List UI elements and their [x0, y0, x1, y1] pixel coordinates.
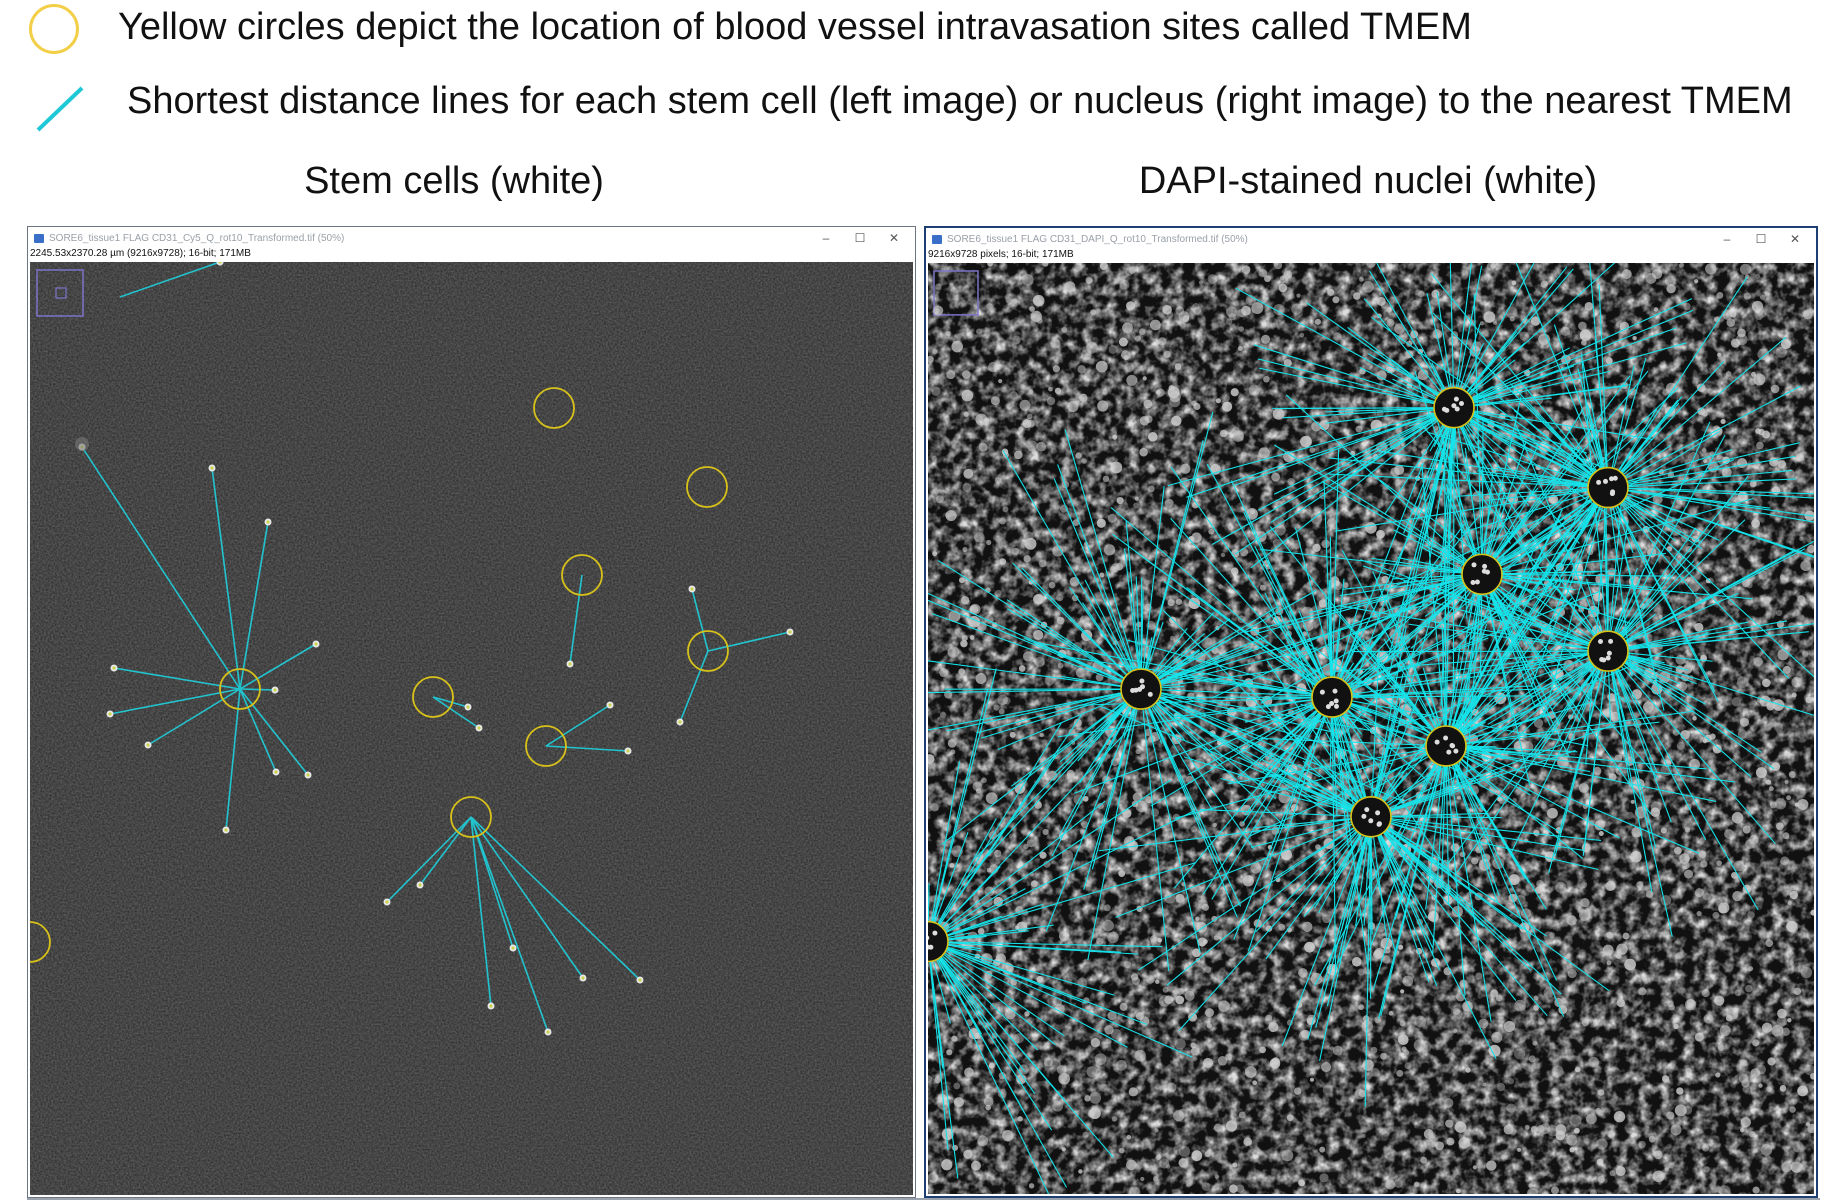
legend-line-row: Shortest distance lines for each stem ce… — [127, 80, 1793, 123]
roi-overview-box — [933, 270, 979, 316]
legend-circle-text: Yellow circles depict the location of bl… — [118, 6, 1472, 48]
minimize-button[interactable]: – — [822, 231, 830, 245]
right-image-canvas[interactable] — [928, 263, 1814, 1194]
legend-line-icon — [36, 86, 84, 132]
roi-overview-box — [36, 269, 84, 317]
right-nuclei — [928, 263, 1814, 1194]
dapi-nuclei-image — [928, 263, 1814, 1194]
left-distance-lines — [81, 262, 791, 1033]
right-image-info: 9216x9728 pixels; 16-bit; 171MB — [928, 249, 1074, 260]
legend-circle-icon — [29, 4, 79, 54]
right-panel-title: DAPI-stained nuclei (white) — [1138, 160, 1598, 202]
maximize-button[interactable]: ☐ — [1755, 232, 1767, 246]
left-window-controls: – ☐ ✕ — [809, 227, 911, 249]
close-button[interactable]: ✕ — [888, 231, 900, 245]
maximize-button[interactable]: ☐ — [854, 231, 866, 245]
right-tmem-circles — [928, 386, 1629, 963]
right-window-titlebar[interactable]: SORE6_tissue1 FLAG CD31_DAPI_Q_rot10_Tra… — [926, 228, 1816, 250]
left-image-info: 2245.53x2370.28 µm (9216x9728); 16-bit; … — [30, 248, 251, 259]
left-tmem-circles — [30, 387, 729, 963]
right-window-controls: – ☐ ✕ — [1710, 228, 1812, 250]
left-image-canvas[interactable] — [30, 262, 913, 1195]
right-image-window[interactable]: SORE6_tissue1 FLAG CD31_DAPI_Q_rot10_Tra… — [924, 226, 1818, 1198]
left-image-window[interactable]: SORE6_tissue1 FLAG CD31_Cy5_Q_rot10_Tran… — [27, 226, 916, 1198]
imagej-app-icon — [34, 233, 44, 243]
left-window-title: SORE6_tissue1 FLAG CD31_Cy5_Q_rot10_Tran… — [49, 232, 345, 244]
minimize-button[interactable]: – — [1723, 232, 1731, 246]
stem-cell-image — [30, 262, 913, 1195]
imagej-app-icon — [932, 234, 942, 244]
left-window-titlebar[interactable]: SORE6_tissue1 FLAG CD31_Cy5_Q_rot10_Tran… — [28, 227, 915, 249]
legend-line-text: Shortest distance lines for each stem ce… — [127, 80, 1793, 122]
left-stem-cells — [75, 262, 794, 1036]
close-button[interactable]: ✕ — [1789, 232, 1801, 246]
left-panel-title: Stem cells (white) — [304, 160, 604, 202]
bottom-rule — [27, 1198, 1820, 1200]
right-window-title: SORE6_tissue1 FLAG CD31_DAPI_Q_rot10_Tra… — [947, 233, 1248, 245]
legend-circle-row: Yellow circles depict the location of bl… — [118, 6, 1472, 49]
